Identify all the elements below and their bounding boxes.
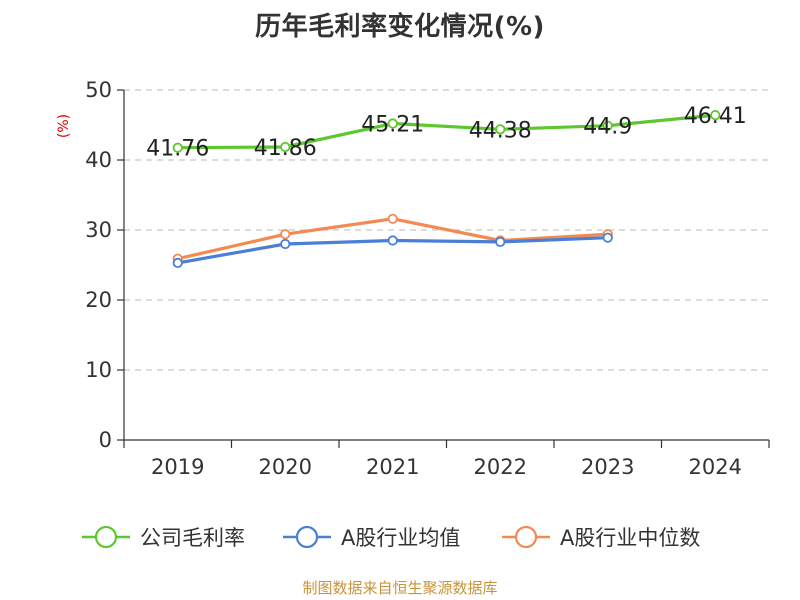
series-1-point-2022 (495, 236, 506, 247)
chart-title: 历年毛利率变化情况(%) (255, 12, 545, 42)
x-tick-label-2024: 2024 (689, 455, 742, 479)
data-labels: 41.76 41.86 45.21 44.38 44.9 46.41 (146, 104, 746, 162)
data-label-2019: 41.76 (146, 137, 209, 162)
data-label-2024: 46.41 (684, 104, 747, 129)
legend-marker-1 (295, 525, 319, 549)
legend-item-0[interactable]: 公司毛利率 (82, 525, 245, 550)
legend-label-0: 公司毛利率 (140, 526, 245, 550)
x-tick-label-2022: 2022 (474, 455, 527, 479)
y-tick-label: 0 (99, 428, 112, 452)
legend-marker-0 (94, 525, 118, 549)
series-lines (172, 110, 721, 268)
series-1-point-2021 (387, 235, 398, 246)
series-line-0 (176, 113, 717, 150)
source-note: 制图数据来自恒生聚源数据库 (302, 579, 498, 597)
series-1-point-2020 (280, 238, 291, 250)
data-label-2021: 45.21 (361, 113, 424, 138)
y-tick-label: 40 (85, 148, 112, 172)
x-tick-label-2023: 2023 (581, 455, 634, 479)
series-0-point-2022 (495, 124, 506, 135)
series-2-point-2021 (387, 213, 398, 224)
series-2-point-2020 (280, 229, 291, 240)
y-tick-label: 50 (85, 78, 112, 102)
series-1-point-2019 (172, 257, 183, 268)
series-0-point-2020 (280, 141, 291, 153)
series-0-point-2019 (172, 142, 183, 153)
legend-label-1: A股行业均值 (341, 526, 460, 550)
data-label-2023: 44.9 (583, 115, 632, 140)
series-1-point-2023 (602, 232, 613, 243)
legend-item-2[interactable]: A股行业中位数 (502, 525, 700, 550)
x-tick-label-2020: 2020 (259, 455, 312, 479)
y-tick-label: 20 (85, 288, 112, 312)
y-tick-label: 10 (85, 358, 112, 382)
x-tick-label-2019: 2019 (151, 455, 204, 479)
data-label-2022: 44.38 (469, 118, 532, 143)
legend-item-1[interactable]: A股行业均值 (283, 525, 460, 550)
legend-marker-2 (514, 525, 538, 549)
series-0-point-2024 (710, 110, 721, 121)
x-tick-label-2021: 2021 (366, 455, 419, 479)
y-axis-unit-label: (%) (56, 114, 72, 138)
legend-label-2: A股行业中位数 (560, 526, 700, 550)
series-0-point-2021 (387, 118, 398, 129)
legend[interactable]: 公司毛利率 A股行业均值 A股行业中位数 (82, 525, 700, 550)
data-label-2020: 41.86 (254, 136, 317, 161)
axes: 0 10 20 30 40 50 2019 2020 2021 2022 2023 2024 (85, 78, 770, 479)
series-0-point-2023 (602, 120, 613, 131)
y-tick-label: 30 (85, 218, 112, 242)
